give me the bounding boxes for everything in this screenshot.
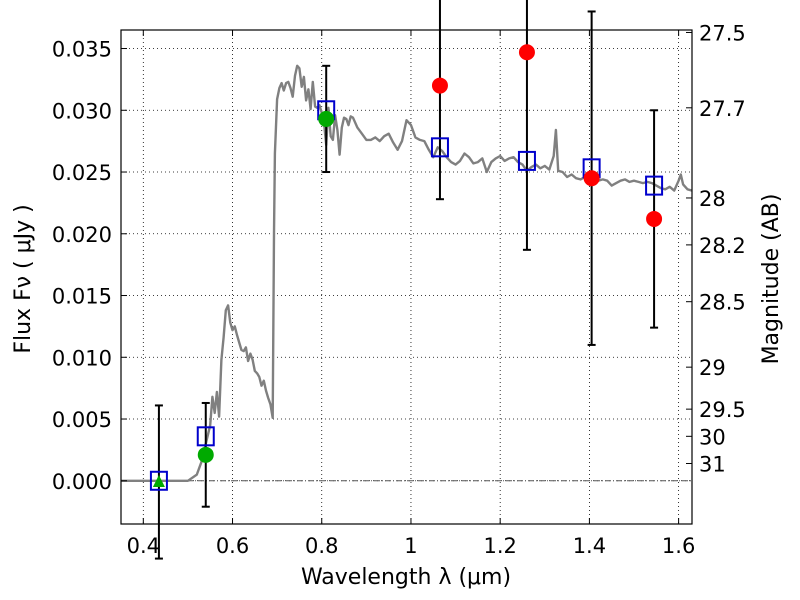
right-axis-label: Magnitude (AB) [759,194,784,365]
y-axis-ticks: 0.000 0.005 0.010 0.015 0.020 0.025 0.030 0.035 [52,38,127,494]
circle-marker [431,77,448,94]
right-axis-ticks: 27.5 27.7 28 28.2 28.5 29 29.5 30 31 [686,21,746,476]
x-tick-label: 0.6 [216,534,249,558]
y-axis-label: Flux Fν ( μJy ) [11,204,36,353]
circle-marker [583,170,600,187]
y-tick-label: 0.035 [52,38,112,62]
square-marker [149,470,168,491]
right-tick-label: 30 [699,425,726,449]
triangle-marker [152,475,165,488]
y-tick-label: 0.020 [52,223,112,247]
right-tick-label: 27.5 [699,21,746,45]
x-tick-label: 0.8 [305,534,338,558]
right-tick-label: 29.5 [699,398,746,422]
x-axis-label: Wavelength λ (μm) [301,565,511,590]
right-tick-label: 28.5 [699,291,746,315]
y-tick-label: 0.010 [52,346,112,370]
square-marker [517,150,536,171]
right-tick-label: 28 [699,187,726,211]
x-tick-label: 1.2 [483,534,516,558]
circle-marker [518,44,535,61]
square-marker [196,426,215,447]
plot-frame [120,29,693,525]
y-tick-label: 0.030 [52,99,112,123]
square-marker [645,175,664,196]
y-tick-label: 0.015 [52,285,112,309]
right-tick-label: 29 [699,356,726,380]
y-tick-label: 0.000 [52,470,112,494]
x-tick-label: 0.4 [127,534,160,558]
circle-marker [646,210,663,227]
x-tick-label: 1.4 [573,534,606,558]
x-tick-label: 1 [404,534,417,558]
right-tick-label: 31 [699,452,726,476]
y-tick-label: 0.025 [52,161,112,185]
data-markers [149,44,664,491]
y-tick-label: 0.005 [52,408,112,432]
circle-marker [197,446,214,463]
x-axis-ticks: 0.4 0.6 0.8 1 1.2 1.4 1.6 [127,30,695,558]
square-marker [430,137,449,158]
circle-marker [318,110,335,127]
x-tick-label: 1.6 [662,534,695,558]
right-tick-label: 28.2 [699,234,746,258]
error-bars [154,0,659,560]
right-tick-label: 27.7 [699,97,746,121]
